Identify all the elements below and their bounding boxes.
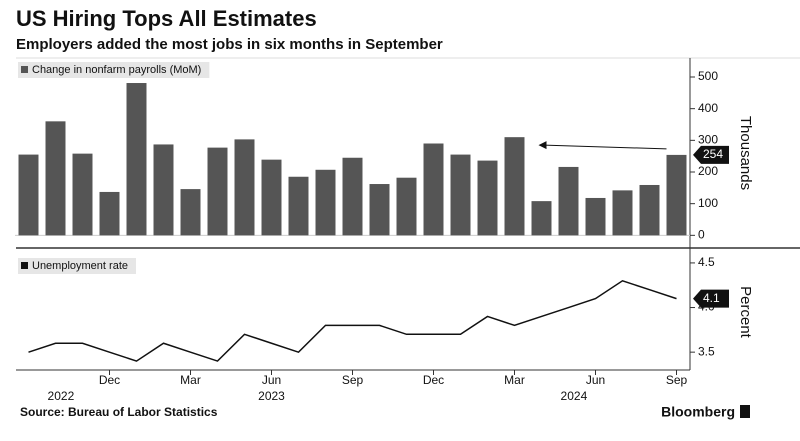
y-axis-title: Thousands bbox=[737, 116, 754, 190]
legend-box bbox=[18, 62, 210, 78]
year-label: 2024 bbox=[561, 389, 588, 403]
y-tick-label: 400 bbox=[698, 101, 718, 115]
y-axis-title: Percent bbox=[737, 286, 754, 339]
y-tick-label: 4.5 bbox=[698, 255, 715, 269]
legend-swatch bbox=[21, 262, 28, 269]
value-tag bbox=[693, 289, 729, 308]
y-tick-label: 300 bbox=[698, 133, 718, 147]
bar bbox=[261, 159, 282, 236]
logo: Bloomberg bbox=[661, 404, 735, 420]
x-tick-label: Sep bbox=[666, 373, 688, 387]
bar bbox=[369, 184, 390, 236]
value-tag-label: 4.1 bbox=[703, 291, 720, 305]
bar bbox=[72, 153, 93, 236]
x-tick-label: Dec bbox=[423, 373, 444, 387]
arrowhead bbox=[538, 141, 547, 150]
bar bbox=[207, 147, 228, 236]
year-label: 2022 bbox=[48, 389, 75, 403]
x-tick-label: Dec bbox=[99, 373, 120, 387]
x-tick-label: Jun bbox=[262, 373, 281, 387]
bar bbox=[126, 83, 147, 236]
bar bbox=[531, 201, 552, 236]
value-tag bbox=[693, 145, 729, 164]
value-tag-label: 254 bbox=[703, 147, 723, 161]
bar bbox=[18, 154, 39, 236]
title: US Hiring Tops All Estimates bbox=[16, 6, 317, 31]
bar bbox=[666, 154, 687, 236]
line bbox=[28, 279, 677, 362]
legend-label: Unemployment rate bbox=[32, 260, 128, 272]
x-tick-label: Jun bbox=[586, 373, 605, 387]
y-tick-label: 0 bbox=[698, 228, 705, 242]
bar bbox=[288, 176, 309, 236]
logo-icon bbox=[740, 405, 750, 418]
bar bbox=[639, 184, 660, 236]
bar bbox=[450, 154, 471, 236]
bar bbox=[180, 189, 201, 236]
bar bbox=[477, 160, 498, 236]
y-tick-label: 3.5 bbox=[698, 344, 715, 358]
subtitle: Employers added the most jobs in six mon… bbox=[16, 36, 443, 53]
arrow bbox=[544, 144, 667, 150]
bar bbox=[315, 169, 336, 236]
bar bbox=[558, 166, 579, 236]
bar bbox=[153, 144, 174, 236]
x-tick-label: Sep bbox=[342, 373, 364, 387]
year-label: 2023 bbox=[258, 389, 285, 403]
x-tick-label: Mar bbox=[180, 373, 201, 387]
x-tick-label: Mar bbox=[504, 373, 525, 387]
bar bbox=[99, 191, 120, 236]
bar bbox=[45, 121, 66, 236]
bar bbox=[423, 143, 444, 236]
y-tick-label: 200 bbox=[698, 164, 718, 178]
bar bbox=[342, 157, 363, 236]
bar bbox=[585, 197, 606, 236]
y-tick-label: 100 bbox=[698, 196, 718, 210]
source: Source: Bureau of Labor Statistics bbox=[20, 405, 218, 419]
bar bbox=[612, 190, 633, 236]
legend-box bbox=[18, 258, 136, 274]
bar bbox=[504, 137, 525, 236]
bar bbox=[396, 177, 417, 236]
bar bbox=[234, 139, 255, 236]
legend-swatch bbox=[21, 66, 28, 73]
y-tick-label: 500 bbox=[698, 69, 718, 83]
legend-label: Change in nonfarm payrolls (MoM) bbox=[32, 64, 201, 76]
